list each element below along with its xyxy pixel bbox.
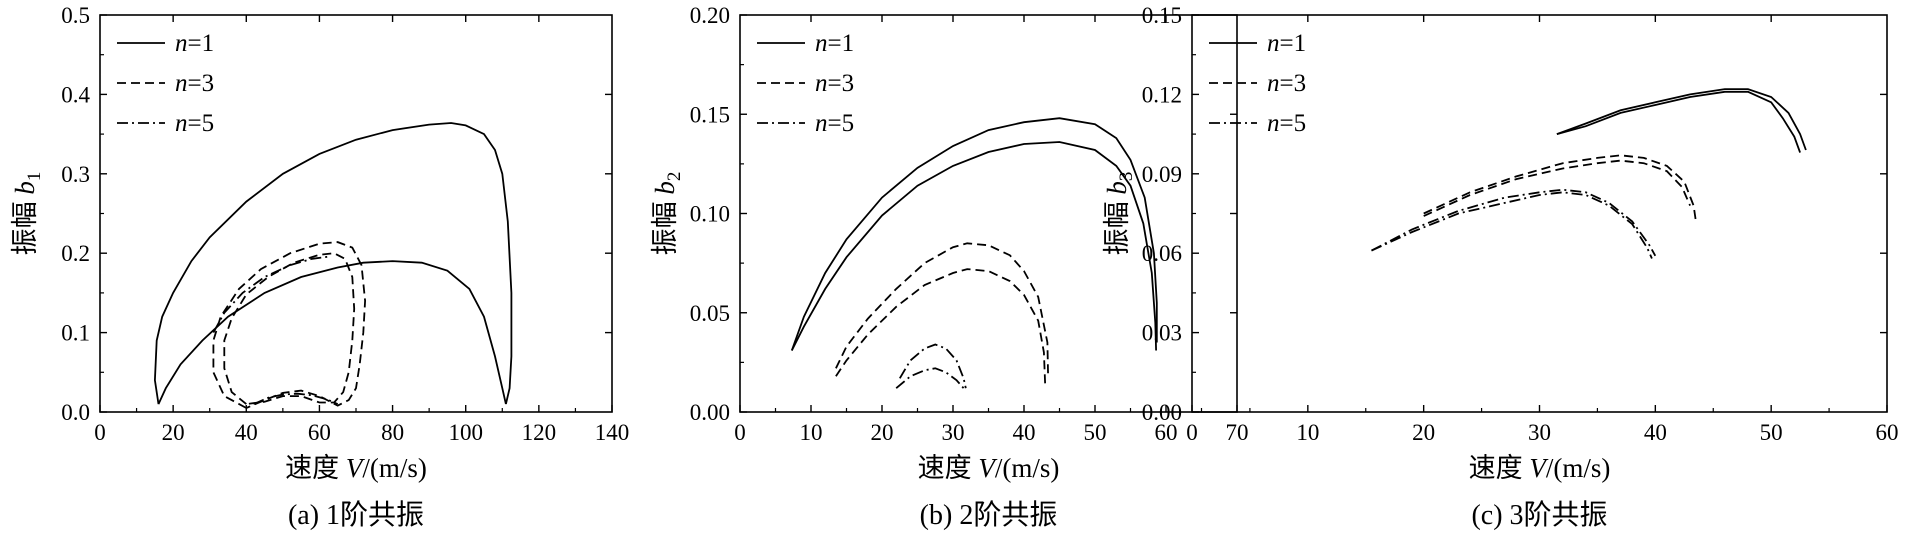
x-axis-label: 速度 V/(m/s) xyxy=(1469,453,1611,483)
legend-label-2: n=3 xyxy=(1267,70,1306,97)
series-line-solid-2 xyxy=(157,260,507,405)
y-tick-label: 0.4 xyxy=(61,82,90,107)
x-tick-label: 20 xyxy=(871,420,894,445)
x-axis-label: 速度 V/(m/s) xyxy=(285,453,427,483)
x-tick-label: 0 xyxy=(1186,420,1198,445)
series-line-dashdot-2 xyxy=(1371,191,1653,259)
series-line-dashdot-1 xyxy=(1371,188,1657,257)
legend-label-1: n=1 xyxy=(175,30,214,57)
y-tick-label: 0.5 xyxy=(61,3,90,28)
x-tick-label: 20 xyxy=(162,420,185,445)
y-tick-label: 0.3 xyxy=(61,162,90,187)
legend-label-2: n=3 xyxy=(175,70,214,97)
chart-panel-c: 0 10 20 30 40 50 600.000.030.060.090.120.15n=1… xyxy=(1102,3,1899,531)
series-line-dashdot-1 xyxy=(899,343,967,389)
x-tick-label: 60 xyxy=(308,420,331,445)
legend-label-3: n=5 xyxy=(175,110,214,137)
x-tick-label: 0 xyxy=(734,420,746,445)
y-tick-label: 0.10 xyxy=(690,202,730,227)
x-tick-label: 70 xyxy=(1226,420,1249,445)
legend-label-3: n=5 xyxy=(1267,110,1306,137)
series-line-dashdot-2 xyxy=(895,367,965,389)
series-line-solid-1 xyxy=(153,122,513,405)
x-tick-label: 40 xyxy=(1013,420,1036,445)
x-tick-label: 100 xyxy=(448,420,483,445)
legend-label-2: n=3 xyxy=(815,70,854,97)
panel-caption: (a) 1阶共振 xyxy=(288,499,424,531)
y-tick-label: 0.1 xyxy=(61,321,90,346)
legend-label-1: n=1 xyxy=(815,30,854,57)
y-tick-label: 0.03 xyxy=(1142,321,1182,346)
x-tick-label: 120 xyxy=(522,420,557,445)
x-tick-label: 30 xyxy=(942,420,965,445)
y-axis-label: 振幅 b3 xyxy=(1102,172,1137,256)
series-line-dashed-2 xyxy=(1423,159,1691,217)
y-tick-label: 0.12 xyxy=(1142,82,1182,107)
y-tick-label: 0.15 xyxy=(690,102,730,127)
x-tick-label: 140 xyxy=(595,420,630,445)
x-axis-label: 速度 V/(m/s) xyxy=(918,453,1060,483)
x-tick-label: 10 xyxy=(800,420,823,445)
series-line-dashed-1 xyxy=(1423,154,1697,222)
y-tick-label: 0.06 xyxy=(1142,241,1182,266)
y-tick-label: 0.09 xyxy=(1142,162,1182,187)
y-tick-label: 0.2 xyxy=(61,241,90,266)
series-line-dashed-2 xyxy=(223,252,356,405)
panel-caption: (c) 3阶共振 xyxy=(1471,499,1607,531)
series-line-dashed-1 xyxy=(835,242,1049,377)
x-tick-label: 60 xyxy=(1155,420,1178,445)
x-tick-label: 0 xyxy=(94,420,106,445)
series-line-solid-1 xyxy=(790,117,1158,351)
x-tick-label: 40 xyxy=(235,420,258,445)
series-line-dashdot-2 xyxy=(253,392,339,405)
y-tick-label: 0.05 xyxy=(690,301,730,326)
y-tick-label: 0.20 xyxy=(690,3,730,28)
legend-label-3: n=5 xyxy=(815,110,854,137)
series-line-dashdot-1 xyxy=(212,255,331,334)
x-tick-label: 80 xyxy=(381,420,404,445)
y-axis-label: 振幅 b2 xyxy=(650,172,685,256)
y-tick-label: 0.00 xyxy=(1142,400,1182,425)
x-tick-label: 50 xyxy=(1760,420,1783,445)
series-line-solid-2 xyxy=(1556,90,1801,153)
chart-panel-b: 0 10 20 30 40 50 60 70 0.00 0.05 0.10 0.15 0.20 n=1 n=… xyxy=(650,3,1249,531)
legend-label-1: n=1 xyxy=(1267,30,1306,57)
x-tick-label: 50 xyxy=(1084,420,1107,445)
x-tick-label: 20 xyxy=(1412,420,1435,445)
x-tick-label: 30 xyxy=(1528,420,1551,445)
series-line-solid-1 xyxy=(1556,88,1807,151)
x-tick-label: 60 xyxy=(1876,420,1899,445)
series-line-solid-2 xyxy=(790,141,1157,351)
x-tick-label: 40 xyxy=(1644,420,1667,445)
x-tick-label: 10 xyxy=(1296,420,1319,445)
panel-caption: (b) 2阶共振 xyxy=(920,499,1058,531)
chart-panel-a: 0 20 40 60 80 100 120 140 0.0 0.1 0.2 0.3 0.4 0.5 n=1 n… xyxy=(10,3,629,531)
y-axis-label: 振幅 b1 xyxy=(10,172,45,256)
series-line-dashed-2 xyxy=(835,268,1047,389)
y-tick-label: 0.15 xyxy=(1142,3,1182,28)
y-tick-label: 0.00 xyxy=(690,400,730,425)
y-tick-label: 0.0 xyxy=(61,400,90,425)
